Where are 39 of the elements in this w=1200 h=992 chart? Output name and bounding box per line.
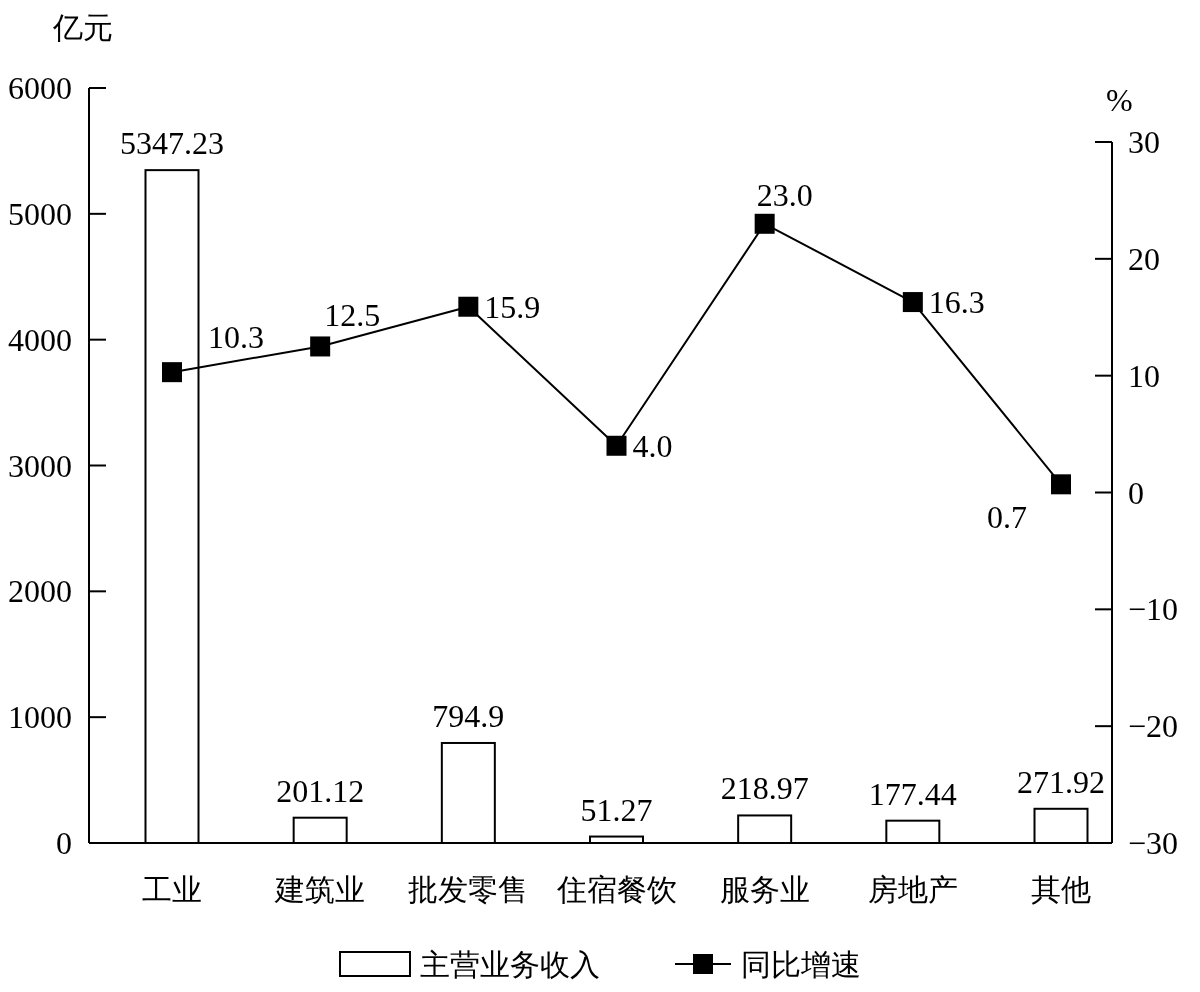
data-label: 16.3 bbox=[928, 284, 985, 321]
data-label: 23.0 bbox=[756, 176, 813, 213]
y-tick-label: 1000 bbox=[8, 699, 72, 736]
data-label: 51.27 bbox=[580, 791, 653, 828]
data-label: 5347.23 bbox=[120, 125, 224, 162]
data-label: 10.3 bbox=[208, 319, 264, 356]
legend-label: 主营业务收入 bbox=[420, 948, 600, 981]
data-label: 0.7 bbox=[987, 499, 1027, 536]
x-tick-label: 服务业 bbox=[719, 873, 810, 906]
y-tick-label: 4000 bbox=[8, 321, 72, 358]
y2-tick-label: −20 bbox=[1128, 708, 1179, 745]
y2-tick-label: 0 bbox=[1128, 474, 1144, 511]
y-tick-label: 0 bbox=[56, 825, 72, 861]
y-tick-label: 2000 bbox=[8, 573, 72, 610]
y2-tick-label: 30 bbox=[1128, 124, 1160, 160]
data-label: 794.9 bbox=[432, 698, 505, 734]
data-label: 4.0 bbox=[632, 427, 673, 464]
ylabel: 亿元 bbox=[53, 11, 113, 44]
y2-tick-label: −10 bbox=[1128, 591, 1179, 628]
x-tick-label: 房地产 bbox=[867, 873, 958, 906]
y2-tick-label: 10 bbox=[1128, 357, 1160, 394]
x-tick-label: 建筑业 bbox=[275, 873, 366, 906]
y-tick-label: 3000 bbox=[8, 447, 72, 484]
legend-label: 同比增速 bbox=[741, 948, 861, 981]
x-tick-label: 住宿餐饮 bbox=[556, 873, 677, 906]
x-tick-label: 批发零售 bbox=[408, 873, 529, 906]
y2label: % bbox=[1106, 82, 1133, 118]
y2-tick-label: −30 bbox=[1128, 825, 1179, 861]
x-tick-label: 其他 bbox=[1031, 873, 1091, 906]
y2-tick-label: 20 bbox=[1128, 240, 1160, 277]
y-tick-label: 6000 bbox=[8, 70, 72, 106]
data-label: 218.97 bbox=[720, 770, 809, 807]
data-label: 12.5 bbox=[324, 297, 381, 334]
data-label: 201.12 bbox=[276, 772, 365, 809]
data-label: 271.92 bbox=[1017, 763, 1105, 800]
data-label: 177.44 bbox=[868, 775, 957, 812]
x-tick-label: 工业 bbox=[142, 873, 202, 906]
y-tick-label: 5000 bbox=[8, 195, 72, 232]
data-label: 15.9 bbox=[484, 288, 541, 325]
